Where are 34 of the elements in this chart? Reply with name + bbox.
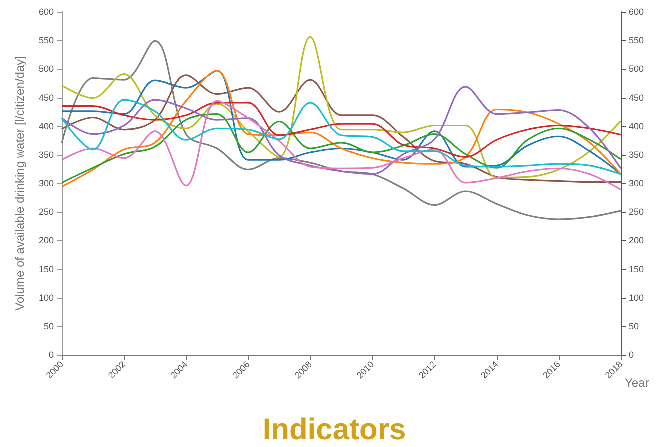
- y-tick-label: 500: [38, 64, 54, 74]
- y2-tick-label: 350: [629, 150, 644, 160]
- y2-tick-label: 200: [629, 236, 644, 246]
- y-tick-label: 350: [38, 150, 54, 160]
- y-tick-label: 450: [38, 92, 54, 103]
- x-axis-title: Year: [625, 376, 650, 390]
- y-tick-label: 600: [38, 7, 54, 17]
- y2-tick-label: 300: [629, 178, 644, 188]
- y2-tick-label: 500: [629, 64, 644, 74]
- y2-tick-label: 150: [629, 264, 644, 274]
- y2-tick-label: 550: [629, 36, 644, 46]
- y-tick-label: 0: [48, 350, 54, 360]
- y-tick-label: 550: [38, 36, 54, 46]
- y-tick-label: 250: [38, 207, 54, 218]
- y-tick-label: 150: [38, 264, 54, 274]
- text: Indicators: [262, 414, 406, 446]
- y2-tick-label: 600: [629, 7, 644, 17]
- y2-tick-label: 400: [629, 121, 644, 132]
- y2-tick-label: 50: [629, 321, 640, 332]
- line-series: [61, 100, 622, 191]
- y2-tick-label: 0: [629, 350, 634, 360]
- line-series: [61, 102, 622, 158]
- line-series: [61, 40, 622, 220]
- y-tick-label: 100: [38, 292, 54, 303]
- y2-tick-label: 250: [629, 207, 644, 218]
- y2-tick-label: 450: [629, 92, 644, 103]
- y-tick-label: 400: [38, 121, 54, 132]
- y-axis-title: Volume of available drinking water [l/citizen/day]: [13, 56, 27, 311]
- line-series: [61, 114, 622, 184]
- y2-tick-label: 100: [629, 292, 644, 303]
- line-series: [61, 36, 622, 179]
- y-tick-label: 300: [38, 178, 54, 188]
- y-tick-label: 50: [44, 321, 54, 332]
- y-tick-label: 200: [38, 236, 54, 246]
